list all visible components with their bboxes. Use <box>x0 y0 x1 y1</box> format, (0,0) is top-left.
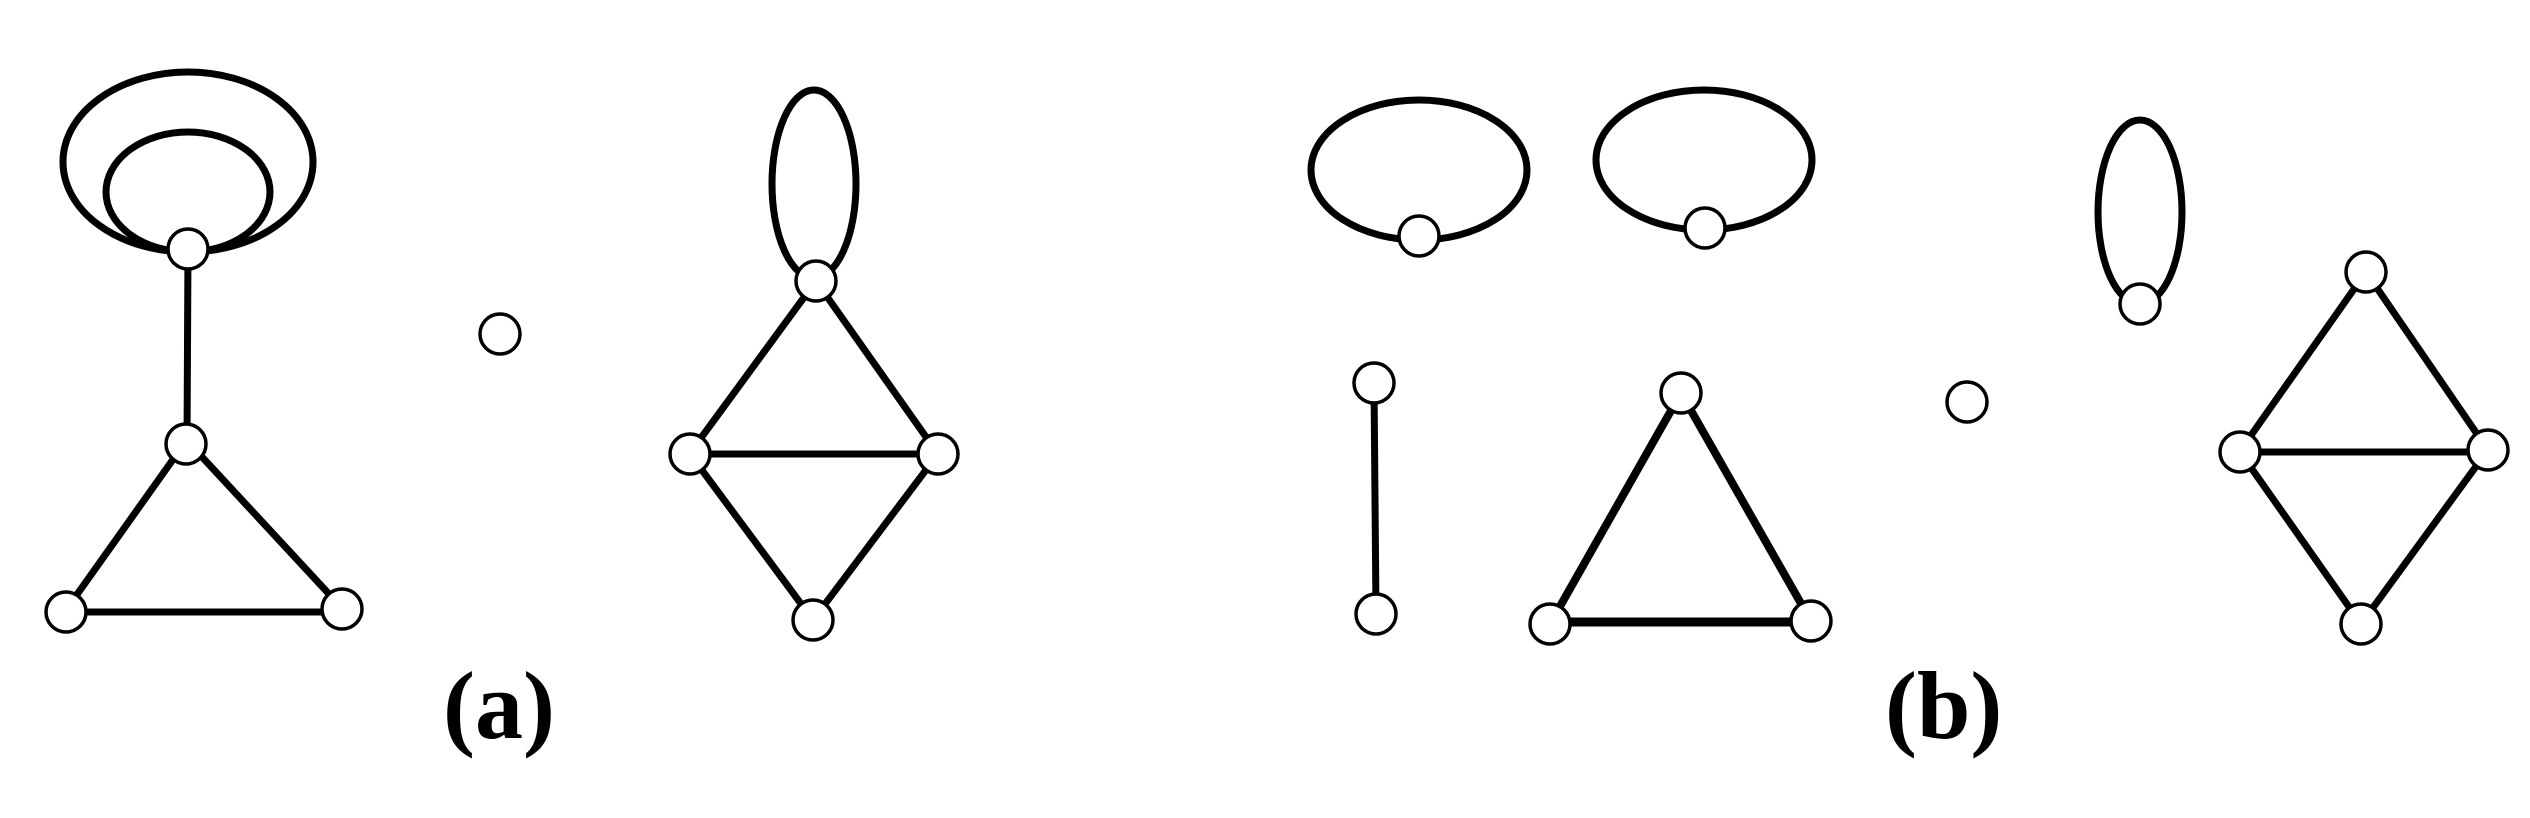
vertex <box>2466 428 2510 472</box>
vertex <box>1528 602 1572 646</box>
edge-diamond-upper-right <box>812 277 942 458</box>
vertex <box>1354 592 1398 636</box>
vertex <box>478 312 522 356</box>
panel-b-single-edge <box>1352 361 1398 636</box>
edge-diamond-lower-left <box>686 450 817 624</box>
vertex <box>1397 214 1441 258</box>
vertex <box>916 432 960 476</box>
edge-triangle-left <box>1546 389 1685 628</box>
vertex <box>44 590 88 634</box>
edge-triangle-right <box>1677 389 1815 625</box>
panel-b: (b) <box>1307 86 2510 759</box>
vertex <box>1789 599 1833 643</box>
edge <box>1370 379 1380 618</box>
edge-diamond-lower-right <box>809 450 942 624</box>
vertex <box>2339 602 2383 646</box>
panel-b-diamond <box>2218 250 2510 646</box>
vertex <box>794 259 838 303</box>
edge-diamond-lower-right <box>2357 446 2492 628</box>
panel-b-isolated-vertex <box>1945 380 1989 424</box>
edge-triangle-right <box>186 440 346 612</box>
edge-diamond-upper-left <box>686 277 820 457</box>
panel-a-isolated-vertex <box>478 312 522 356</box>
vertex <box>791 598 835 642</box>
panel-b-loop-vertex-1 <box>1307 96 1531 258</box>
panel-label-a: (a) <box>443 652 555 759</box>
vertex <box>166 227 210 271</box>
outer-loop <box>59 68 317 256</box>
edge-diamond-upper-right <box>2362 268 2492 454</box>
panel-a: (a) <box>44 68 960 759</box>
panel-label-b: (b) <box>1885 652 2002 759</box>
panel-b-triangle <box>1528 371 1833 646</box>
edge-triangle-left <box>62 440 188 614</box>
edge-diamond-lower-left <box>2236 448 2365 628</box>
vertex <box>668 432 712 476</box>
vertex <box>1352 361 1396 405</box>
vertex <box>1945 380 1989 424</box>
panel-a-triangle-with-tail <box>44 68 364 634</box>
vertex <box>2118 282 2162 326</box>
panel-b-loop-vertex-3 <box>2094 116 2186 326</box>
vertex <box>320 587 364 631</box>
panel-a-diamond-with-loop <box>668 86 960 642</box>
edge-diamond-upper-left <box>2236 268 2370 455</box>
loop <box>2094 116 2186 308</box>
edge-tail <box>183 245 192 446</box>
loop <box>768 86 860 282</box>
vertex <box>164 422 208 466</box>
vertex <box>1659 371 1703 415</box>
vertex <box>2218 430 2262 474</box>
panel-b-loop-vertex-2 <box>1592 86 1816 250</box>
vertex <box>2344 250 2388 294</box>
vertex <box>1683 206 1727 250</box>
